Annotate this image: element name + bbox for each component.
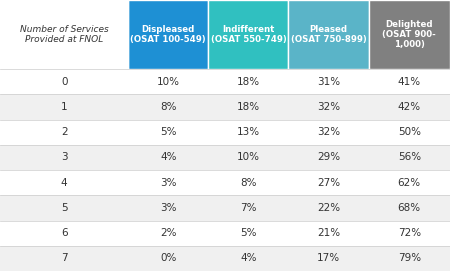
Text: Indifferent
(OSAT 550-749): Indifferent (OSAT 550-749): [211, 25, 286, 44]
Text: 27%: 27%: [317, 178, 340, 188]
Text: 3%: 3%: [160, 203, 176, 213]
Text: 21%: 21%: [317, 228, 340, 238]
Text: 62%: 62%: [398, 178, 421, 188]
Text: 4%: 4%: [160, 152, 176, 162]
Text: 5%: 5%: [160, 127, 176, 137]
Text: Delighted
(OSAT 900-
1,000): Delighted (OSAT 900- 1,000): [382, 20, 436, 49]
Text: 68%: 68%: [398, 203, 421, 213]
Text: 5: 5: [61, 203, 68, 213]
Bar: [0, 69, 450, 94]
Text: 7: 7: [61, 253, 68, 263]
Text: 56%: 56%: [398, 152, 421, 162]
Text: 79%: 79%: [398, 253, 421, 263]
Text: 10%: 10%: [237, 152, 260, 162]
Text: 50%: 50%: [398, 127, 421, 137]
Text: 3%: 3%: [160, 178, 176, 188]
Text: Pleased
(OSAT 750-899): Pleased (OSAT 750-899): [291, 25, 366, 44]
Bar: [0, 94, 450, 120]
Text: 4: 4: [61, 178, 68, 188]
Text: Displeased
(OSAT 100-549): Displeased (OSAT 100-549): [130, 25, 206, 44]
Bar: [369, 0, 450, 69]
Bar: [0, 195, 450, 221]
Bar: [128, 0, 208, 69]
Text: 31%: 31%: [317, 77, 340, 87]
Bar: [0, 145, 450, 170]
Bar: [0, 221, 450, 246]
Text: Number of Services
Provided at FNOL: Number of Services Provided at FNOL: [20, 25, 108, 44]
Text: 10%: 10%: [157, 77, 180, 87]
Text: 3: 3: [61, 152, 68, 162]
Bar: [0, 120, 450, 145]
Bar: [0, 246, 450, 271]
Text: 8%: 8%: [160, 102, 176, 112]
Text: 4%: 4%: [240, 253, 256, 263]
Text: 6: 6: [61, 228, 68, 238]
Text: 0%: 0%: [160, 253, 176, 263]
Text: 22%: 22%: [317, 203, 340, 213]
Text: 0: 0: [61, 77, 68, 87]
Text: 2: 2: [61, 127, 68, 137]
Text: 17%: 17%: [317, 253, 340, 263]
Text: 32%: 32%: [317, 127, 340, 137]
Bar: [0, 170, 450, 195]
Text: 72%: 72%: [398, 228, 421, 238]
Text: 29%: 29%: [317, 152, 340, 162]
Text: 32%: 32%: [317, 102, 340, 112]
Text: 1: 1: [61, 102, 68, 112]
Text: 5%: 5%: [240, 228, 256, 238]
Text: 41%: 41%: [398, 77, 421, 87]
Text: 18%: 18%: [237, 77, 260, 87]
Text: 7%: 7%: [240, 203, 256, 213]
Bar: [208, 0, 288, 69]
Text: 42%: 42%: [398, 102, 421, 112]
Text: 2%: 2%: [160, 228, 176, 238]
Bar: [288, 0, 369, 69]
Text: 8%: 8%: [240, 178, 256, 188]
Bar: [0, 0, 128, 69]
Text: 18%: 18%: [237, 102, 260, 112]
Text: 13%: 13%: [237, 127, 260, 137]
